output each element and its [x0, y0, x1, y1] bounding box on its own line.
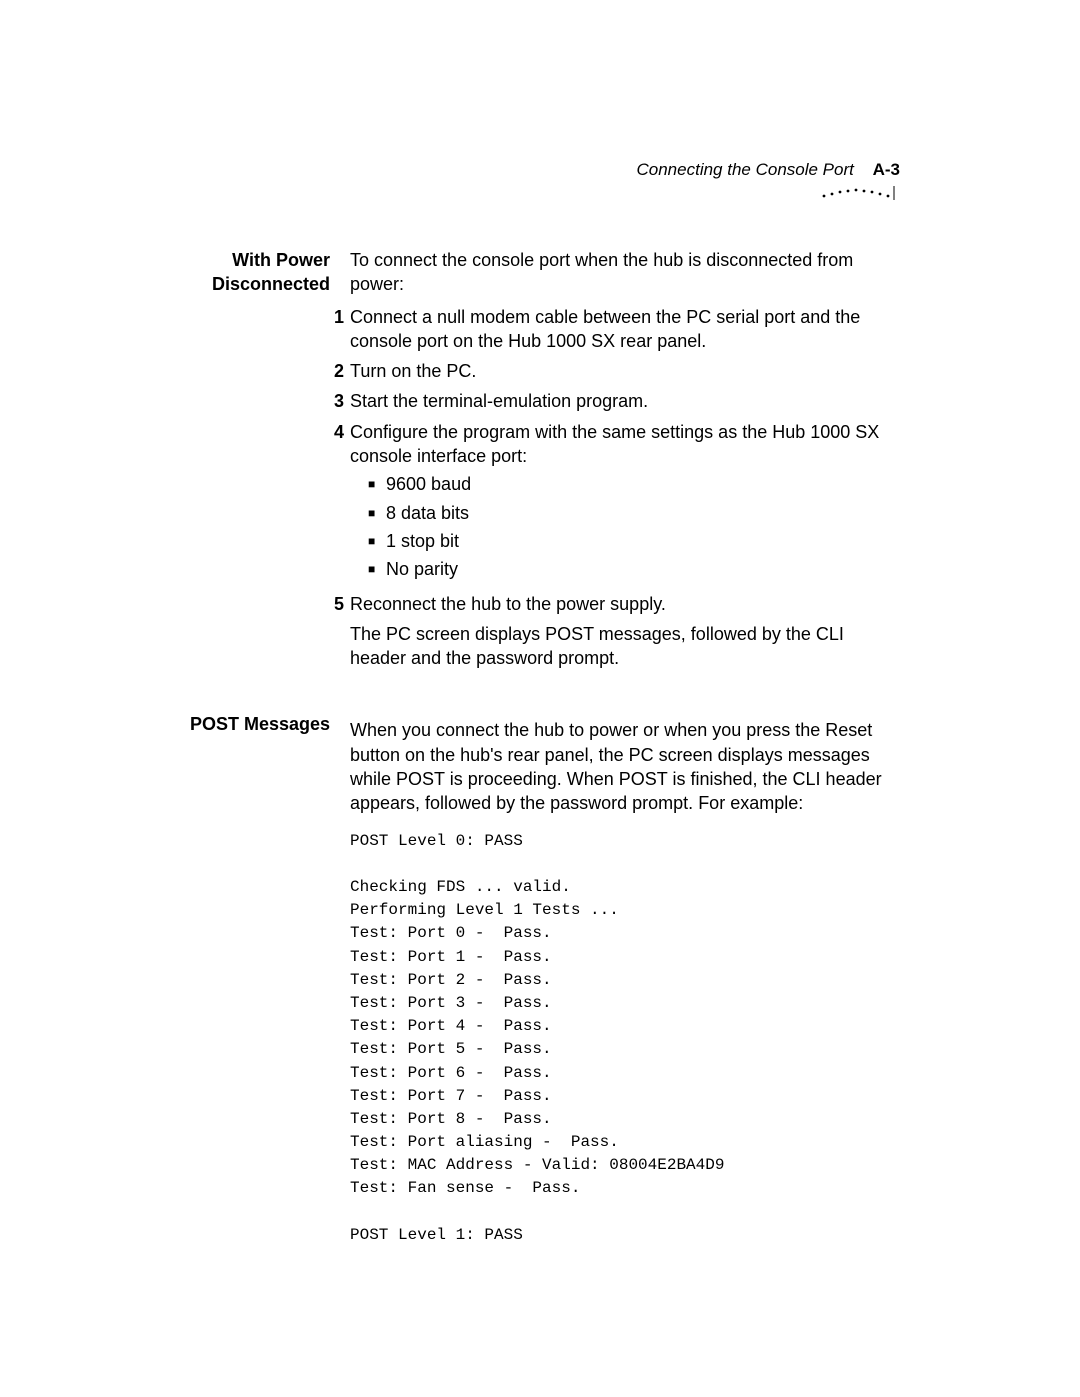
- section-with-power-disconnected: With Power Disconnected To connect the c…: [170, 248, 900, 682]
- step-text: Turn on the PC.: [350, 359, 900, 383]
- step: 2 Turn on the PC.: [350, 359, 900, 383]
- page-number: A-3: [873, 160, 900, 179]
- step: 5 Reconnect the hub to the power supply.…: [350, 592, 900, 677]
- page: Connecting the Console Port A-3 With Pow…: [0, 0, 1080, 1357]
- bullet-item: ■ 9600 baud: [368, 472, 900, 496]
- step-text: Connect a null modem cable between the P…: [350, 305, 900, 354]
- intro-text: To connect the console port when the hub…: [350, 248, 900, 297]
- bullet-mark-icon: ■: [368, 557, 386, 581]
- step-number: 3: [322, 389, 344, 413]
- bullet-text: 9600 baud: [386, 472, 900, 496]
- bullet-text: 1 stop bit: [386, 529, 900, 553]
- step: 3 Start the terminal-emulation program.: [350, 389, 900, 413]
- step-text: Start the terminal-emulation program.: [350, 389, 900, 413]
- step-text: Reconnect the hub to the power supply. T…: [350, 592, 900, 677]
- code-block: POST Level 0: PASS Checking FDS ... vali…: [350, 830, 900, 1247]
- bullet-text: 8 data bits: [386, 501, 900, 525]
- step-text: Configure the program with the same sett…: [350, 420, 900, 586]
- heading-line: Disconnected: [170, 272, 330, 296]
- bullet-item: ■ 1 stop bit: [368, 529, 900, 553]
- bullet-mark-icon: ■: [368, 529, 386, 553]
- step: 4 Configure the program with the same se…: [350, 420, 900, 586]
- side-heading: POST Messages: [170, 712, 350, 1247]
- step-number: 4: [322, 420, 344, 586]
- step-text-span: Reconnect the hub to the power supply.: [350, 594, 666, 614]
- heading-line: With Power: [170, 248, 330, 272]
- bullet-text: No parity: [386, 557, 900, 581]
- section-content: When you connect the hub to power or whe…: [350, 712, 900, 1247]
- step-number: 5: [322, 592, 344, 677]
- section-post-messages: POST Messages When you connect the hub t…: [170, 712, 900, 1247]
- step-number: 2: [322, 359, 344, 383]
- bullet-item: ■ No parity: [368, 557, 900, 581]
- running-header: Connecting the Console Port A-3: [170, 160, 900, 180]
- section-para: When you connect the hub to power or whe…: [350, 718, 900, 815]
- bullet-mark-icon: ■: [368, 472, 386, 496]
- bullet-item: ■ 8 data bits: [368, 501, 900, 525]
- step: 1 Connect a null modem cable between the…: [350, 305, 900, 354]
- bullet-mark-icon: ■: [368, 501, 386, 525]
- header-rule: [170, 186, 900, 200]
- step-followup: The PC screen displays POST messages, fo…: [350, 622, 900, 671]
- step-number: 1: [322, 305, 344, 354]
- step-text-span: Configure the program with the same sett…: [350, 422, 879, 466]
- section-content: To connect the console port when the hub…: [350, 248, 900, 682]
- running-title: Connecting the Console Port: [637, 160, 854, 179]
- dots-decoration-icon: [820, 186, 900, 200]
- bullet-list: ■ 9600 baud ■ 8 data bits ■ 1 stop bit: [368, 472, 900, 581]
